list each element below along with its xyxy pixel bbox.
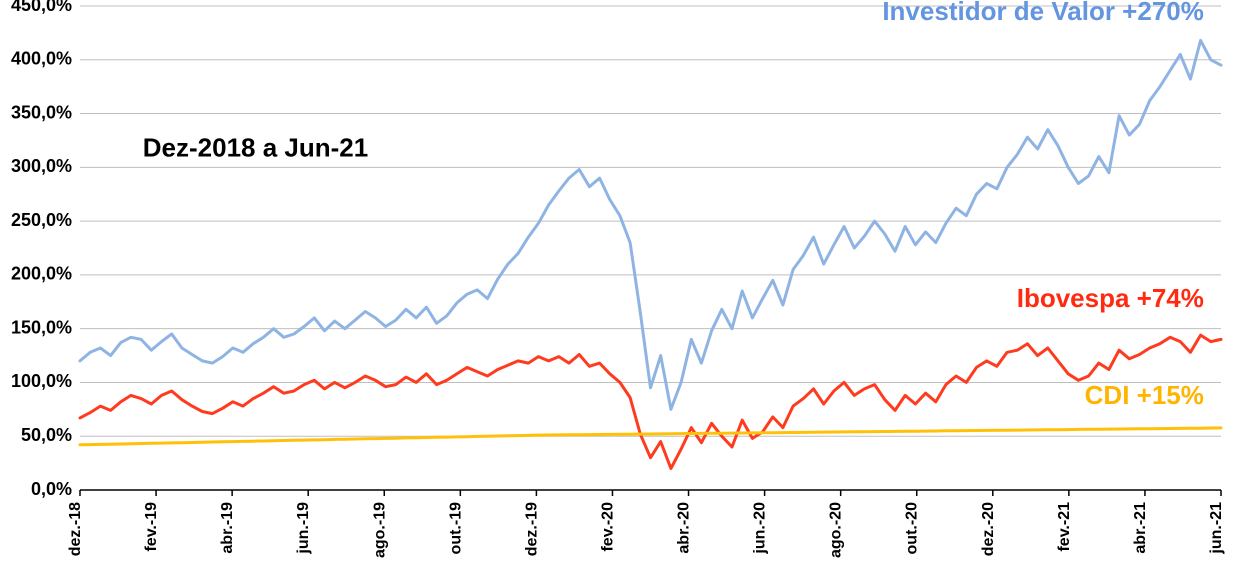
- x-tick-label: abr.-19: [219, 502, 236, 554]
- x-tick-label: fev.-19: [143, 502, 160, 552]
- x-tick-label: jun.-20: [752, 502, 769, 555]
- performance-chart: 0,0% 50,0% 100,0% 150,0% 200,0% 250,0% 300,0% 3…: [0, 0, 1236, 562]
- x-tick-label: jun.-19: [295, 502, 312, 555]
- y-tick-label: 200,0%: [11, 264, 72, 284]
- x-tick-label: dez.-20: [980, 502, 997, 556]
- chart-svg: 0,0% 50,0% 100,0% 150,0% 200,0% 250,0% 300,0% 3…: [0, 0, 1236, 562]
- y-tick-label: 0,0%: [31, 479, 72, 499]
- y-tick-label: 400,0%: [11, 49, 72, 69]
- annotation: CDI +15%: [1085, 380, 1204, 410]
- y-tick-label: 150,0%: [11, 317, 72, 337]
- annotation: Dez-2018 a Jun-21: [143, 133, 368, 163]
- x-tick-label: jun.-21: [1208, 502, 1225, 555]
- x-tick-label: abr.-21: [1132, 502, 1149, 554]
- x-tick-label: fev.-20: [599, 502, 616, 552]
- x-tick-label: abr.-20: [676, 502, 693, 554]
- y-tick-label: 250,0%: [11, 210, 72, 230]
- x-tick-label: out.-19: [447, 502, 464, 555]
- x-tick-label: out.-20: [904, 502, 921, 555]
- y-tick-label: 300,0%: [11, 156, 72, 176]
- y-tick-label: 450,0%: [11, 0, 72, 15]
- annotation: Investidor de Valor +270%: [882, 0, 1204, 26]
- x-tick-label: ago.-19: [371, 502, 388, 558]
- x-tick-label: dez.-18: [67, 502, 84, 556]
- y-tick-label: 350,0%: [11, 102, 72, 122]
- x-tick-label: ago.-20: [828, 502, 845, 558]
- annotation: Ibovespa +74%: [1017, 283, 1204, 313]
- chart-bg: [0, 0, 1236, 562]
- x-tick-label: fev.-21: [1056, 502, 1073, 552]
- y-tick-label: 100,0%: [11, 371, 72, 391]
- y-tick-label: 50,0%: [21, 425, 72, 445]
- x-tick-label: dez.-19: [523, 502, 540, 556]
